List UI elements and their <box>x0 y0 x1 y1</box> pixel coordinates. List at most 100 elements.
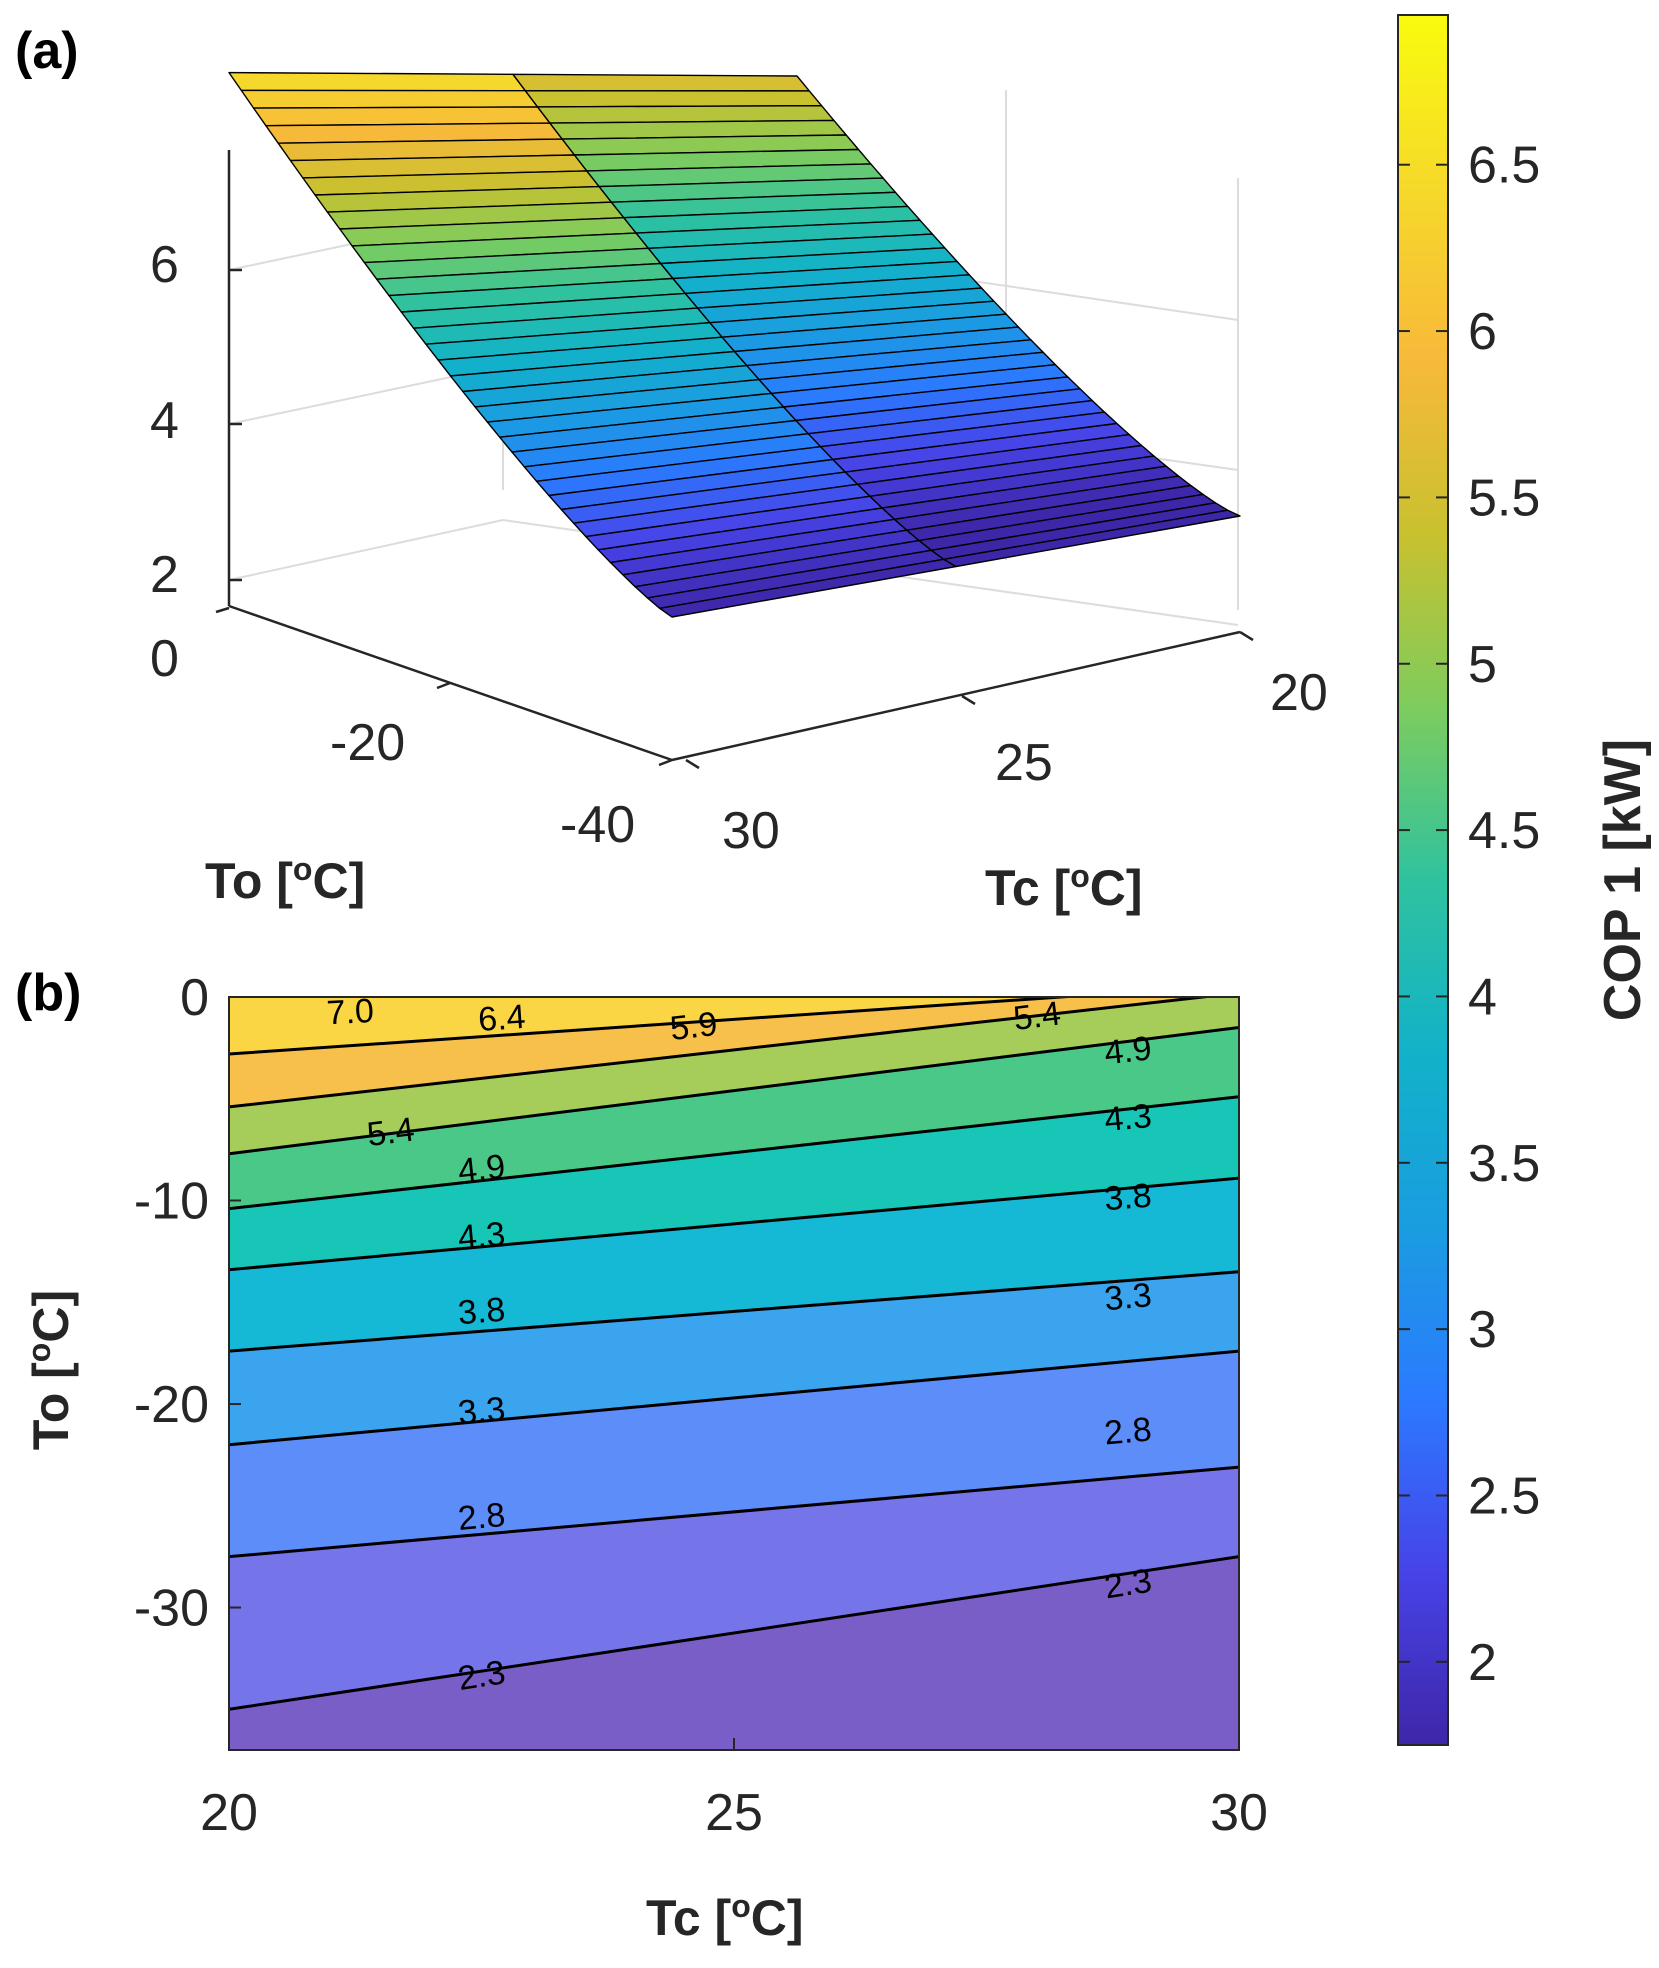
surface-to-label-sup: o <box>293 851 313 887</box>
colorbar-title: COP 1 [kW] <box>1594 739 1652 1021</box>
contour-line <box>229 997 1083 1056</box>
y-tick-label: 0 <box>180 969 209 1027</box>
contour-label: 2.8 <box>1103 1410 1153 1452</box>
colorbar-tick-label: 3 <box>1468 1301 1497 1359</box>
contour-label-text: 5.4 <box>1011 995 1063 1039</box>
contour-line <box>229 1465 1239 1559</box>
y-tick-label: -20 <box>134 1376 209 1434</box>
contour-label-text: 5.9 <box>668 1005 719 1048</box>
contour-label: 3.3 <box>456 1390 507 1432</box>
contour-label: 3.3 <box>1103 1276 1154 1318</box>
surface-patch <box>524 89 823 108</box>
surface-to-label: To [oC] <box>205 851 365 909</box>
surface-axes <box>215 150 1254 770</box>
contour-label: 4.9 <box>1102 1029 1153 1072</box>
surface-tick-labels: 6 4 2 0 -20 -40 30 25 20 To [oC] Tc [oC] <box>150 236 1328 916</box>
panel-b-label: (b) <box>15 964 81 1022</box>
to-tick-minus40: -40 <box>560 796 635 854</box>
contour-line <box>229 1349 1239 1447</box>
colorbar-tick-label: 2.5 <box>1468 1467 1540 1525</box>
contour-label: 4.9 <box>456 1148 507 1191</box>
contour-label: 6.4 <box>477 998 527 1039</box>
surface-tc-label: Tc [oC] <box>985 858 1143 916</box>
contour-label-text: 4.3 <box>1103 1097 1154 1139</box>
contour-label: 7.0 <box>326 992 375 1032</box>
surface-to-label-text: To [ <box>205 853 293 909</box>
colorbar-tick-label: 3.5 <box>1468 1135 1540 1193</box>
contour-line <box>229 1555 1239 1711</box>
contour-label: 2.8 <box>456 1496 506 1538</box>
colorbar-tick-label: 6.5 <box>1468 137 1540 195</box>
contour-line <box>229 1095 1239 1211</box>
colorbar-tick-label: 5 <box>1468 636 1497 694</box>
contour-y-label-text: To [ <box>23 1362 79 1450</box>
tc-tick-20: 20 <box>1270 664 1328 722</box>
contour-lines <box>229 940 1239 1711</box>
contour-ticks: 20 25 30 0 -10 -20 -30 <box>134 969 1268 1842</box>
colorbar-tick-label: 2 <box>1468 1634 1497 1692</box>
panel-a-label: (a) <box>15 22 79 80</box>
tc-tick-30: 30 <box>722 802 780 860</box>
contour-label-text: 3.8 <box>457 1291 507 1333</box>
surface-tc-label-end: C] <box>1090 860 1143 916</box>
to-tick-minus20: -20 <box>330 714 405 772</box>
surface-patch <box>240 89 539 109</box>
y-tick-label: -30 <box>134 1580 209 1638</box>
surface-patch <box>943 509 1241 568</box>
contour-label-text: 2.3 <box>1102 1562 1154 1607</box>
surface-patch <box>512 73 810 92</box>
contour-x-label-text: Tc [ <box>646 1890 732 1946</box>
contour-label: 5.4 <box>365 1111 417 1155</box>
contour-line <box>229 1176 1239 1272</box>
contour-label-text: 4.3 <box>456 1215 507 1257</box>
contour-label-text: 3.3 <box>1103 1276 1154 1318</box>
contour-line <box>229 1270 1239 1353</box>
y-tick-label: -10 <box>134 1173 209 1231</box>
surface-tc-label-sup: o <box>1070 858 1090 894</box>
contour-label-text: 7.0 <box>326 992 375 1032</box>
contour-y-label: To [oC] <box>21 1290 79 1450</box>
contour-label: 2.3 <box>455 1653 507 1698</box>
contour-label: 3.8 <box>457 1291 507 1333</box>
contour-label: 5.4 <box>1011 995 1063 1039</box>
x-tick-label: 20 <box>200 1784 258 1842</box>
x-tick-label: 30 <box>1210 1784 1268 1842</box>
contour-label: 3.8 <box>1103 1177 1153 1219</box>
contour-line <box>229 997 1217 1109</box>
contour-y-label-sup: o <box>21 1343 57 1363</box>
colorbar-ticks: 2 2.5 3 3.5 4 4.5 5 5.5 6 6.5 <box>1398 137 1540 1692</box>
contour-x-label-end: C] <box>751 1890 804 1946</box>
contour-label-text: 2.8 <box>456 1496 506 1538</box>
contour-label: 5.9 <box>668 1005 719 1048</box>
colorbar-tick-label: 4.5 <box>1468 802 1540 860</box>
contour-label-text: 2.8 <box>1103 1410 1153 1452</box>
z-tick-2: 2 <box>150 546 179 604</box>
contour-label: 4.3 <box>1103 1097 1154 1139</box>
contour-label-text: 6.4 <box>477 998 527 1039</box>
cop-surface <box>228 71 1241 618</box>
tc-tick-25: 25 <box>995 734 1053 792</box>
contour-label-text: 2.3 <box>455 1653 507 1698</box>
colorbar: 2 2.5 3 3.5 4 4.5 5 5.5 6 6.5 COP 1 [kW] <box>1397 14 1652 1746</box>
contour-x-label: Tc [oC] <box>646 1888 804 1946</box>
contour-bands <box>229 997 1239 1750</box>
contour-line <box>229 1026 1239 1156</box>
contour-label-text: 5.4 <box>365 1111 417 1155</box>
contour-x-label-sup: o <box>731 1888 751 1924</box>
contour-label: 4.3 <box>456 1215 507 1257</box>
contour-labels: 7.0 6.4 5.9 5.4 5.4 4.9 4.9 4.3 4.3 3.8 3.8 3.3 3.3 2… <box>326 992 1155 1698</box>
contour-label-text: 4.9 <box>456 1148 507 1191</box>
colorbar-tick-label: 4 <box>1468 968 1497 1026</box>
contour-plot: (b) 7.0 6.4 5.9 5.4 5.4 4.9 4.9 4.3 4.3 3.8 3.8 3.3… <box>15 940 1268 1946</box>
z-tick-0: 0 <box>150 630 179 688</box>
z-tick-6: 6 <box>150 236 179 294</box>
contour-label-text: 4.9 <box>1102 1029 1153 1072</box>
surface-patch <box>228 71 526 92</box>
contour-line <box>229 940 1239 993</box>
colorbar-tick-label: 6 <box>1468 303 1497 361</box>
surface-to-label-end: C] <box>312 853 365 909</box>
surface-plot: (a) 6 <box>15 22 1328 916</box>
contour-label-text: 3.8 <box>1103 1177 1153 1219</box>
x-tick-label: 25 <box>705 1784 763 1842</box>
